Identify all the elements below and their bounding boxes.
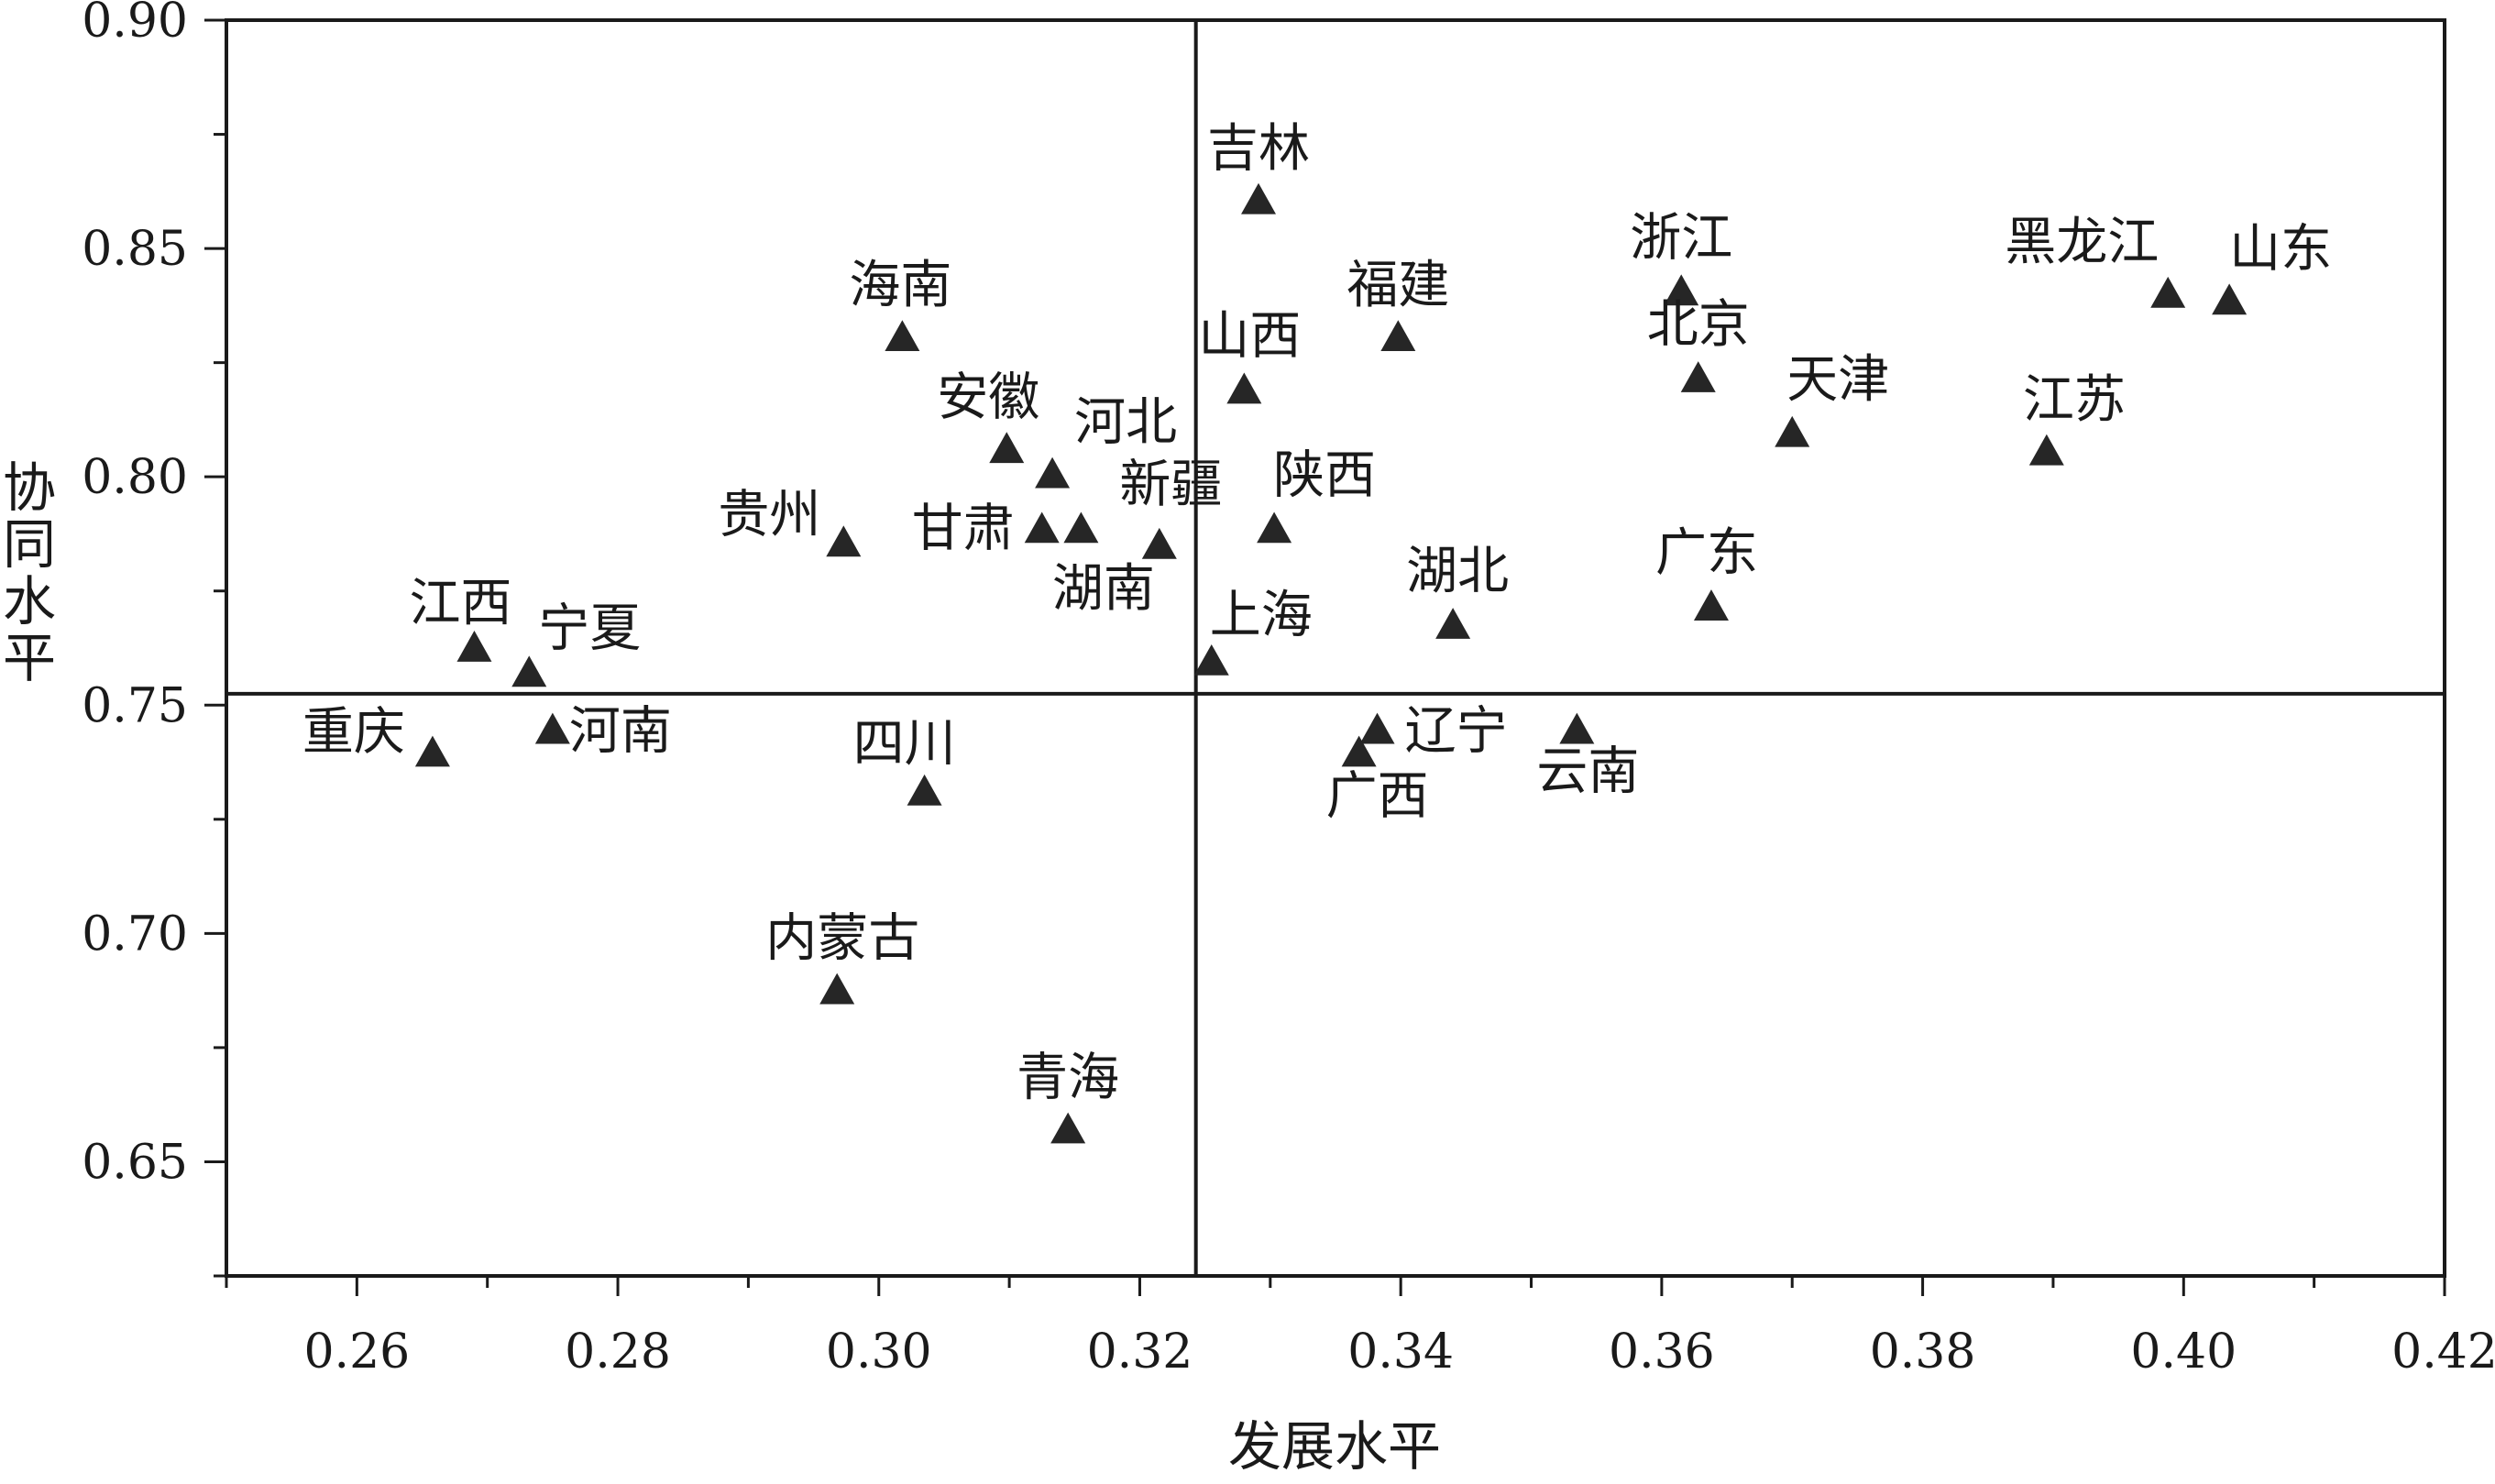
data-point — [1435, 608, 1471, 639]
data-point — [2150, 276, 2186, 308]
point-label: 上海 — [1210, 586, 1313, 645]
point-label: 河北 — [1074, 393, 1177, 453]
data-point — [1359, 712, 1395, 744]
data-point — [826, 525, 862, 557]
x-tick-label: 0.26 — [303, 1325, 410, 1380]
point-label: 重庆 — [302, 703, 405, 763]
data-point — [1063, 511, 1099, 544]
point-label: 天津 — [1786, 350, 1889, 410]
data-point — [1680, 361, 1716, 392]
x-tick-label: 0.42 — [2391, 1325, 2495, 1380]
y-tick-label: 0.70 — [82, 907, 188, 962]
point-label: 四川 — [853, 714, 956, 774]
point-label: 湖南 — [1052, 559, 1155, 619]
x-tick-label: 0.40 — [2130, 1325, 2237, 1380]
point-label: 海南 — [849, 256, 951, 315]
y-tick-label: 0.90 — [82, 0, 188, 49]
data-point — [2212, 283, 2248, 315]
data-point — [1050, 1112, 1086, 1144]
x-tick-label: 0.32 — [1087, 1325, 1193, 1380]
point-label: 贵州 — [718, 485, 820, 544]
data-point — [1664, 274, 1699, 306]
data-point — [456, 631, 492, 662]
point-label: 新疆 — [1119, 455, 1222, 514]
data-point — [534, 712, 570, 744]
y-axis-title-char: 协 — [3, 456, 56, 519]
data-point — [1024, 511, 1060, 544]
data-point — [1035, 456, 1071, 489]
data-point — [1775, 415, 1810, 447]
point-label: 黑龙江 — [2005, 213, 2159, 272]
point-label: 吉林 — [1207, 119, 1310, 179]
x-axis-title: 发展水平 — [1228, 1415, 1441, 1478]
point-label: 甘肃 — [912, 499, 1015, 558]
data-point — [1693, 589, 1729, 621]
point-label: 湖北 — [1406, 542, 1509, 601]
data-point — [819, 973, 855, 1005]
data-point — [1241, 182, 1277, 214]
data-point — [1559, 712, 1595, 744]
point-label: 宁夏 — [538, 599, 641, 658]
data-point — [414, 735, 450, 767]
y-axis-title-char: 水 — [3, 570, 56, 632]
point-label: 安徽 — [937, 368, 1039, 427]
x-tick-label: 0.28 — [565, 1325, 671, 1380]
x-tick-label: 0.36 — [1609, 1325, 1715, 1380]
data-points-group — [414, 182, 2248, 1144]
point-label: 内蒙古 — [765, 909, 919, 969]
y-tick-label: 0.80 — [82, 450, 188, 505]
point-label: 河南 — [569, 702, 672, 762]
plot-frame — [225, 18, 2446, 1278]
point-label: 辽宁 — [1405, 702, 1508, 762]
point-label: 江苏 — [2023, 370, 2126, 430]
data-point — [1257, 511, 1292, 544]
point-label: 山东 — [2229, 219, 2332, 279]
data-point — [1226, 372, 1262, 404]
x-tick-label: 0.30 — [826, 1325, 932, 1380]
data-point — [1341, 735, 1377, 767]
point-label: 山西 — [1198, 307, 1301, 367]
y-axis-title-char: 平 — [3, 627, 56, 689]
data-point — [1380, 320, 1416, 352]
point-label: 青海 — [1017, 1049, 1119, 1108]
point-label: 广西 — [1326, 767, 1429, 827]
y-tick-label: 0.65 — [82, 1135, 188, 1190]
point-label: 云南 — [1536, 742, 1639, 802]
y-axis-title-char: 同 — [3, 513, 56, 576]
data-point — [2028, 434, 2064, 466]
x-tick-label: 0.34 — [1347, 1325, 1454, 1380]
point-label: 江西 — [409, 574, 511, 633]
y-tick-label: 0.75 — [82, 678, 188, 733]
y-tick-label: 0.85 — [82, 222, 188, 277]
x-tick-label: 0.38 — [1870, 1325, 1976, 1380]
point-label: 广东 — [1655, 523, 1758, 583]
reference-lines-group — [226, 20, 2445, 1276]
axis-ticks-group: 0.26 0.28 0.30 0.32 0.34 0.36 0.38 0.40 0.42 0.65… — [82, 0, 2495, 1380]
point-label: 陕西 — [1273, 445, 1376, 505]
point-label: 福建 — [1346, 256, 1449, 315]
point-label: 浙江 — [1630, 208, 1732, 268]
plot-frame-group — [225, 18, 2446, 1278]
data-point — [907, 774, 942, 806]
data-point — [885, 320, 920, 352]
data-point — [1141, 527, 1177, 559]
data-point — [511, 655, 547, 687]
data-point — [1193, 643, 1229, 676]
data-point — [989, 432, 1025, 464]
point-label: 北京 — [1647, 295, 1750, 355]
